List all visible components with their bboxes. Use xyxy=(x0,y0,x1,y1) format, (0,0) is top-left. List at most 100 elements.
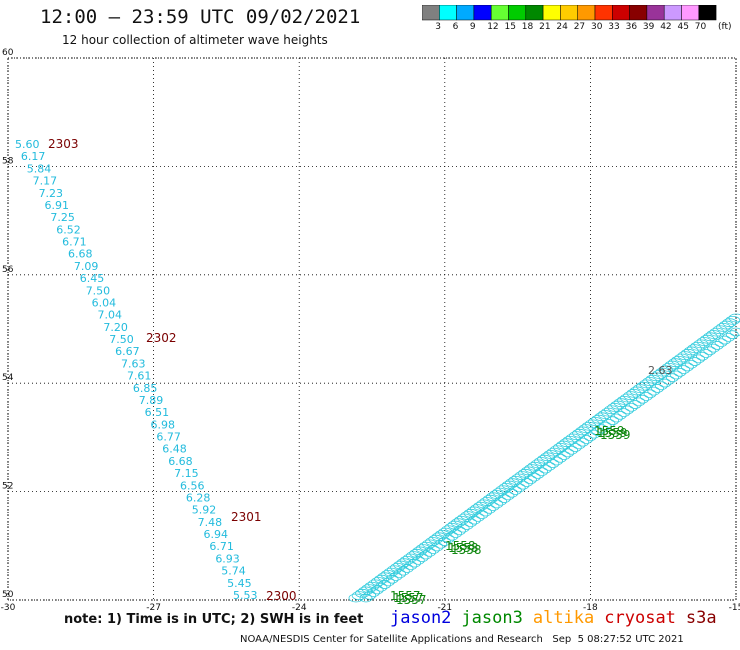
overlap-mark xyxy=(587,429,601,439)
legend-tick-label: 15 xyxy=(504,22,516,32)
swh-value: 6.71 xyxy=(209,540,234,553)
overlap-mark xyxy=(380,570,396,579)
overlap-mark xyxy=(597,410,613,419)
swh-value: 6.94 xyxy=(204,528,229,541)
overlap-mark xyxy=(396,566,410,576)
time-label: 2303 xyxy=(48,137,79,151)
overlap-mark xyxy=(666,373,679,383)
overlap-mark xyxy=(677,351,693,361)
overlap-mark xyxy=(718,335,732,345)
color-legend xyxy=(422,5,717,21)
legend-tick-label: 42 xyxy=(660,22,672,32)
pass-label: 1559 xyxy=(594,424,625,438)
overlap-mark xyxy=(683,346,699,356)
overlap-mark xyxy=(658,365,674,375)
overlap-mark xyxy=(591,414,607,424)
overlap-mark xyxy=(393,560,409,570)
overlap-mark xyxy=(699,349,713,358)
overlap-mark xyxy=(404,561,418,571)
overlap-mark xyxy=(583,432,597,442)
overlap-mark xyxy=(460,521,474,530)
overlap-mark xyxy=(654,381,668,391)
overlap-mark xyxy=(580,435,593,444)
satellite-label: cryosat xyxy=(604,608,676,628)
overlap-mark xyxy=(447,520,463,530)
overlap-mark xyxy=(642,377,658,386)
pass-label: 1558 xyxy=(445,539,476,553)
overlap-mark xyxy=(367,588,380,598)
overlap-mark xyxy=(358,586,373,596)
overlap-mark xyxy=(494,496,507,506)
overlap-mark xyxy=(497,494,511,503)
overlap-mark xyxy=(607,403,623,412)
swh-value: 6.68 xyxy=(168,455,193,468)
overlap-mark xyxy=(722,318,738,328)
overlap-mark xyxy=(512,483,526,493)
overlap-mark xyxy=(629,386,645,396)
overlap-mark xyxy=(706,330,722,339)
swh-value: 6.48 xyxy=(162,443,187,456)
pass-label: 1557 xyxy=(393,591,424,605)
legend-tick-label: 3 xyxy=(435,22,442,32)
pass-label: 1559 xyxy=(600,428,631,442)
overlap-mark xyxy=(628,400,642,409)
overlap-mark xyxy=(561,448,575,458)
overlap-mark xyxy=(400,564,414,573)
x-tick-label: -30 xyxy=(1,603,16,613)
overlap-mark xyxy=(382,577,395,587)
overlap-mark xyxy=(581,421,597,431)
overlap-mark xyxy=(693,339,709,349)
overlap-mark xyxy=(415,553,429,563)
overlap-mark xyxy=(475,510,489,520)
x-tick-label: -15 xyxy=(729,603,740,613)
overlap-mark xyxy=(591,427,605,436)
overlap-mark xyxy=(712,325,728,335)
overlap-mark xyxy=(725,330,739,340)
swh-value: 2.63 xyxy=(648,364,673,377)
swh-value: 5.45 xyxy=(227,577,252,590)
overlap-mark xyxy=(669,370,683,380)
swh-value: 7.09 xyxy=(74,260,99,273)
time-label: 2300 xyxy=(266,589,297,603)
overlap-mark xyxy=(674,353,690,363)
overlap-mark xyxy=(453,526,466,536)
overlap-mark xyxy=(684,359,698,369)
legend-tick-label: 30 xyxy=(591,22,603,32)
overlap-mark xyxy=(441,534,455,544)
overlap-mark xyxy=(692,354,706,364)
overlap-mark xyxy=(479,507,492,517)
swh-value: 7.50 xyxy=(86,284,111,297)
overlap-mark xyxy=(613,398,629,408)
overlap-mark xyxy=(444,523,460,532)
overlap-mark xyxy=(621,405,635,415)
overlap-mark xyxy=(722,332,735,342)
overlap-mark xyxy=(482,504,496,514)
overlap-mark xyxy=(531,470,545,479)
swh-value: 6.68 xyxy=(68,248,93,261)
map-title: 12:00 – 23:59 UTC 09/02/2021 xyxy=(40,6,361,28)
overlap-mark xyxy=(520,478,534,487)
overlap-mark xyxy=(467,515,481,525)
y-tick-label: 60 xyxy=(2,48,14,58)
overlap-mark xyxy=(359,593,373,603)
overlap-mark xyxy=(426,545,440,555)
overlap-mark xyxy=(542,461,556,471)
overlap-mark xyxy=(617,408,631,418)
overlap-mark xyxy=(588,417,603,426)
swh-value: 6.52 xyxy=(56,223,80,236)
overlap-mark xyxy=(600,407,616,417)
overlap-mark xyxy=(527,472,541,482)
swh-value: 7.61 xyxy=(127,370,152,383)
overlap-mark xyxy=(687,344,702,353)
overlap-mark xyxy=(710,341,724,350)
overlap-mark xyxy=(505,488,519,498)
overlap-mark xyxy=(445,531,459,541)
overlap-mark xyxy=(681,362,694,372)
overlap-mark xyxy=(632,384,648,393)
satellite-legend: jason2 jason3 altika cryosat s3a xyxy=(390,608,727,628)
swh-value: 6.45 xyxy=(80,272,105,285)
overlap-mark xyxy=(658,378,672,388)
overlap-mark xyxy=(602,418,616,428)
overlap-mark xyxy=(576,437,590,447)
overlap-mark xyxy=(434,539,448,549)
